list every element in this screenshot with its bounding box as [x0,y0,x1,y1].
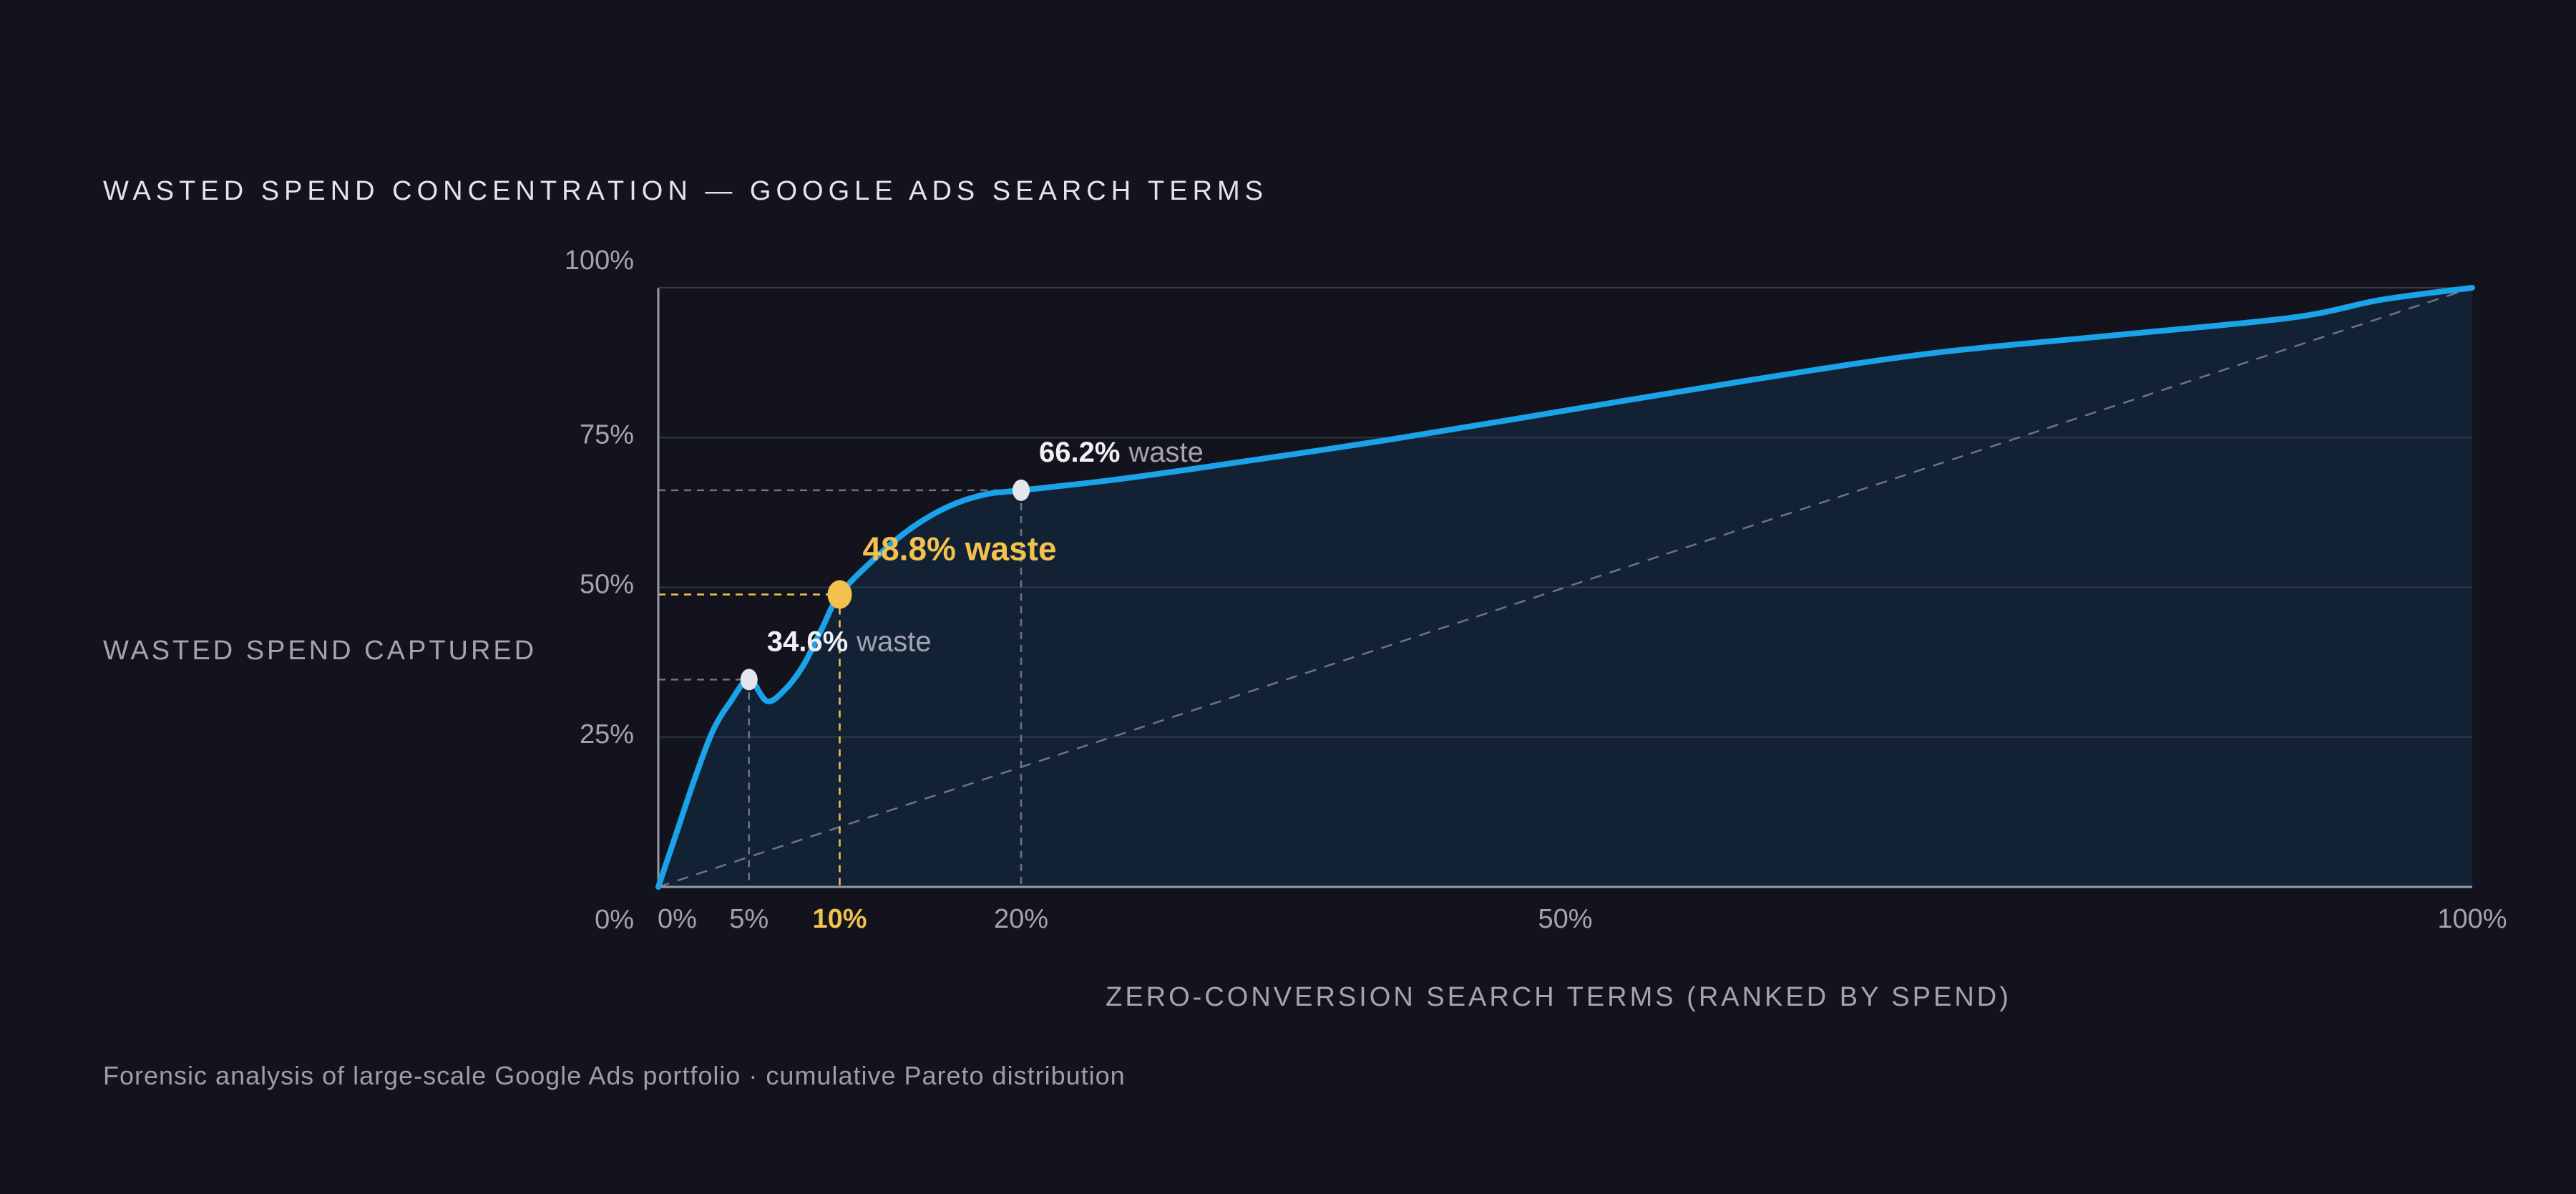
y-tick-label-100: 100% [565,246,634,276]
x-tick-label-5: 5% [729,904,769,934]
annotation-label-1: 48.8% waste [863,530,1057,568]
footnote: Forensic analysis of large-scale Google … [103,1061,1126,1090]
y-tick-label-0: 0% [595,905,634,935]
data-point-marker-2 [1013,479,1030,501]
x-tick-label-20: 20% [994,904,1048,934]
x-tick-label-100: 100% [2437,904,2507,934]
annotation-value-1: 48.8% waste [863,530,1057,568]
annotation-label-2: 66.2% waste [1039,437,1204,468]
x-tick-label-10: 10% [812,904,867,934]
annotation-label-0: 34.6% waste [767,626,932,657]
y-tick-label-25: 25% [580,719,634,749]
x-axis-label: ZERO-CONVERSION SEARCH TERMS (RANKED BY … [1106,982,2011,1012]
annotation-value-2: 66.2% [1039,437,1120,468]
x-tick-label-0: 0% [658,904,697,934]
x-tick-label-50: 50% [1538,904,1592,934]
annotation-word-0: waste [856,626,932,657]
y-tick-label-75: 75% [580,419,634,450]
annotation-word-2: waste [1128,437,1204,468]
data-point-marker-0 [740,669,758,691]
chart-title: WASTED SPEND CONCENTRATION — GOOGLE ADS … [103,176,1269,206]
y-tick-label-50: 50% [580,570,634,600]
data-point-marker-1 [827,580,852,609]
annotation-value-0: 34.6% [767,626,848,657]
equality-reference-line [658,286,2473,888]
y-axis-label: WASTED SPEND CAPTURED [103,636,537,666]
